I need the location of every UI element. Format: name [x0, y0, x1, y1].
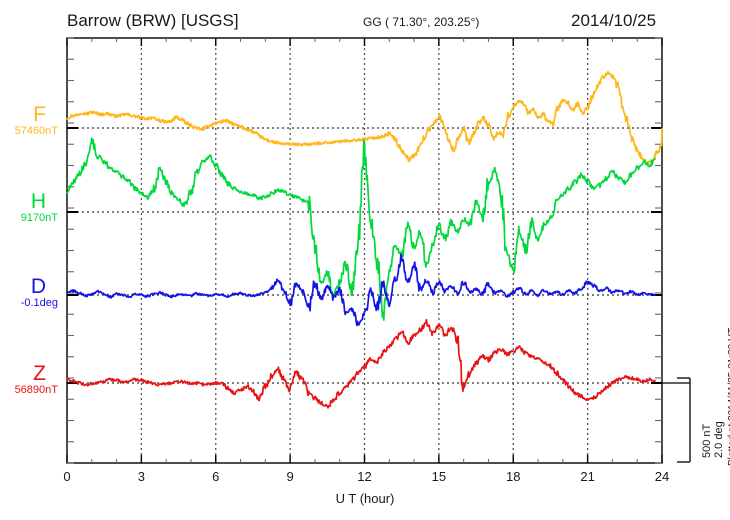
- x-tick-label-24: 24: [654, 469, 670, 484]
- component-baseline-d: -0.1deg: [20, 297, 58, 309]
- scale-bar: [662, 377, 691, 463]
- x-axis-ticks: [66, 38, 663, 463]
- trace-f: [66, 70, 663, 166]
- x-tick-label-12: 12: [357, 469, 372, 484]
- data-traces: [66, 70, 663, 409]
- trace-z: [66, 318, 656, 409]
- x-tick-label-6: 6: [212, 469, 220, 484]
- station-title: Barrow (BRW) [USGS]: [67, 11, 239, 30]
- observation-date: 2014/10/25: [571, 11, 657, 30]
- x-tick-label-18: 18: [506, 469, 521, 484]
- trace-d: [66, 253, 656, 327]
- x-tick-label-0: 0: [63, 469, 71, 484]
- geographic-coordinates: GG ( 71.30°, 203.25°): [363, 15, 480, 29]
- component-letter-d: D: [30, 275, 46, 298]
- x-tick-label-3: 3: [137, 469, 145, 484]
- component-letter-h: H: [30, 190, 46, 213]
- scale-bar-deg-label: 2.0 deg: [713, 421, 725, 458]
- x-tick-label-21: 21: [580, 469, 595, 484]
- x-axis-title: U T (hour): [335, 491, 395, 506]
- component-baseline-f: 57460nT: [14, 125, 58, 137]
- component-letter-z: Z: [33, 362, 46, 385]
- trace-h: [66, 137, 656, 321]
- x-tick-label-9: 9: [286, 469, 294, 484]
- component-baseline-h: 9170nT: [20, 212, 58, 224]
- x-tick-label-15: 15: [431, 469, 447, 484]
- component-letter-f: F: [33, 103, 46, 126]
- component-label-h: H 9170nT: [0, 191, 60, 225]
- component-label-f: F 57460nT: [0, 104, 60, 138]
- component-label-z: Z 56890nT: [0, 363, 60, 397]
- component-label-d: D -0.1deg: [0, 276, 60, 310]
- scale-bar-nt-label: 500 nT: [701, 423, 713, 458]
- y-axis-ticks: [67, 37, 662, 464]
- component-baseline-z: 56890nT: [14, 384, 58, 396]
